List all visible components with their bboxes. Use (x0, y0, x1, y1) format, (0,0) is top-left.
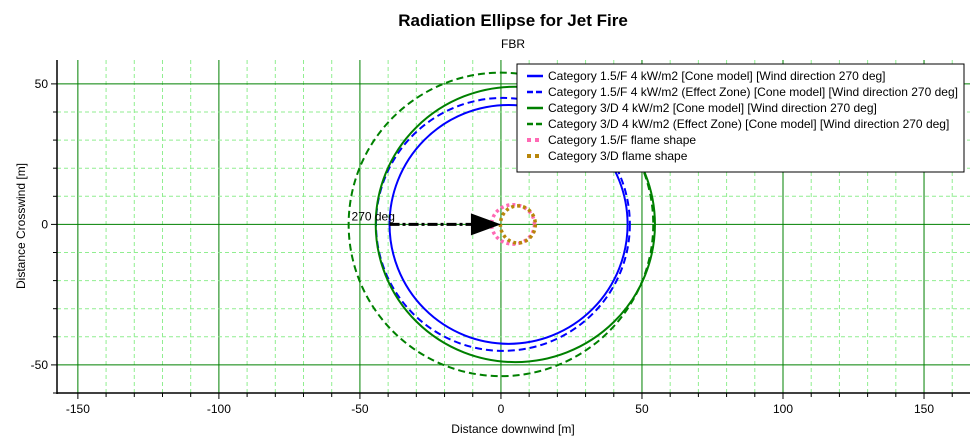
wind-arrow-head (470, 213, 501, 236)
y-tick-label: 0 (41, 217, 48, 231)
legend-label: Category 3/D 4 kW/m2 [Cone model] [Wind … (548, 101, 877, 115)
legend-item-3: Category 3/D 4 kW/m2 [Cone model] [Wind … (527, 101, 877, 115)
legend: Category 1.5/F 4 kW/m2 [Cone model] [Win… (516, 63, 965, 173)
legend-box (516, 63, 965, 173)
legend-label: Category 3/D 4 kW/m2 (Effect Zone) [Cone… (548, 117, 949, 131)
legend-item-6: Category 3/D flame shape (527, 149, 688, 163)
series-ellipse-3 (374, 85, 656, 364)
x-tick-label: -50 (351, 402, 369, 416)
legend-item-1: Category 1.5/F 4 kW/m2 [Cone model] [Win… (527, 69, 886, 83)
axes: -150 -100 -50 0 50 100 150 -50 0 50 (31, 60, 970, 416)
legend-item-4: Category 3/D 4 kW/m2 (Effect Zone) [Cone… (527, 117, 949, 131)
chart-title: Radiation Ellipse for Jet Fire (398, 11, 628, 30)
legend-item-5: Category 1.5/F flame shape (527, 133, 696, 147)
legend-label: Category 1.5/F flame shape (548, 133, 696, 147)
legend-item-2: Category 1.5/F 4 kW/m2 (Effect Zone) [Co… (527, 85, 958, 99)
x-tick-label: -150 (66, 402, 90, 416)
chart-subtitle: FBR (501, 37, 525, 51)
x-tick-label: 100 (773, 402, 793, 416)
legend-label: Category 1.5/F 4 kW/m2 (Effect Zone) [Co… (548, 85, 958, 99)
x-axis-label: Distance downwind [m] (451, 422, 574, 436)
y-tick-label: -50 (31, 358, 49, 372)
y-tick-label: 50 (35, 77, 49, 91)
x-tick-label: 150 (914, 402, 934, 416)
y-axis-label: Distance Crosswind [m] (14, 163, 28, 289)
legend-label: Category 3/D flame shape (548, 149, 688, 163)
series-ellipse-4 (347, 71, 655, 378)
x-tick-label: -100 (207, 402, 231, 416)
legend-label: Category 1.5/F 4 kW/m2 [Cone model] [Win… (548, 69, 886, 83)
wind-direction-label: 270 deg (352, 209, 395, 223)
series-ellipse-5 (489, 202, 537, 246)
x-tick-label: 50 (635, 402, 649, 416)
wind-direction-annotation: 270 deg (352, 209, 501, 236)
x-tick-label: 0 (498, 402, 505, 416)
